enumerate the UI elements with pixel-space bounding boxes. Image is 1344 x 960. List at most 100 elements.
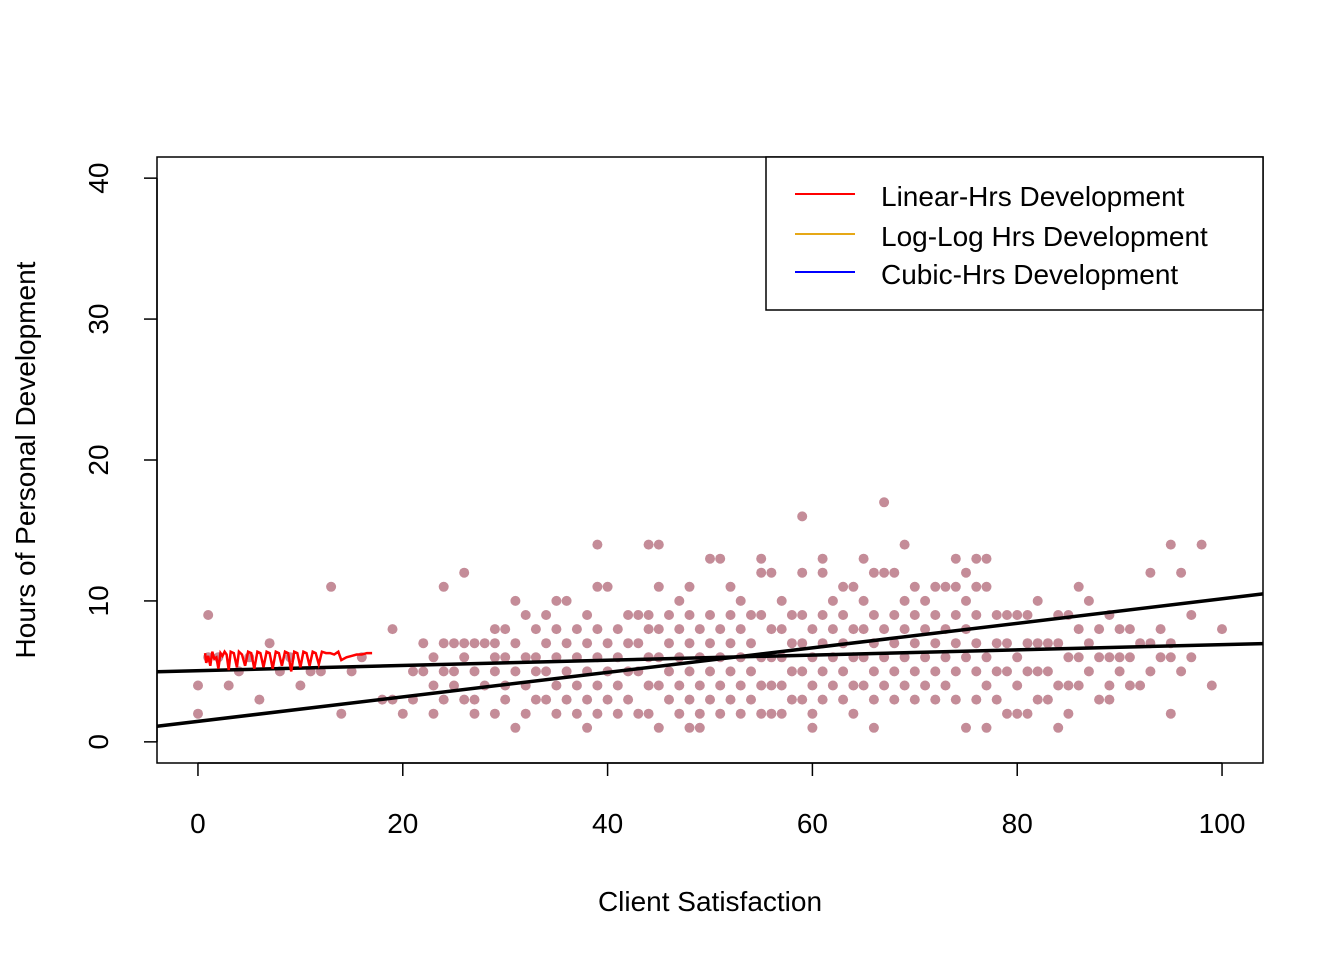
data-point [725,610,736,620]
data-point [469,694,480,705]
data-point [623,610,634,620]
data-point [786,666,797,677]
data-point [838,610,849,620]
data-point [653,581,664,592]
data-point [1022,708,1033,719]
data-point [940,581,951,592]
x-tick-label: 80 [1002,808,1033,839]
data-point [469,666,480,677]
data-point [551,708,562,719]
data-point [551,680,562,691]
data-point [346,666,357,677]
data-point [776,624,787,635]
data-point [551,595,562,606]
data-point [203,610,214,620]
data-point [1145,666,1156,677]
data-point [879,497,890,508]
data-point [735,624,746,635]
data-point [428,708,439,719]
data-point [633,610,644,620]
data-point [612,624,623,635]
data-point [868,567,879,578]
data-point [991,666,1002,677]
data-point [223,680,234,691]
data-point [438,638,449,649]
data-point [746,666,756,677]
data-point [725,666,736,677]
data-point [817,567,828,578]
data-point [766,708,777,719]
data-point [1124,680,1135,691]
data-point [438,694,449,705]
data-point [868,610,879,620]
data-point [418,638,429,649]
data-point [633,708,644,719]
data-point [428,680,439,691]
data-point [991,610,1002,620]
data-point [817,666,828,677]
data-point [807,624,818,635]
data-point [766,680,777,691]
data-point [1083,638,1094,649]
data-point [838,694,849,705]
data-point [889,638,900,649]
data-point [1073,680,1084,691]
data-point [848,708,859,719]
data-point [489,666,500,677]
data-point [510,722,521,733]
data-point [705,638,715,649]
data-point [489,638,500,649]
series-line-linear-hrs [203,649,373,672]
data-point [1042,694,1053,705]
data-point [715,680,726,691]
data-point [848,581,859,592]
y-axis-label: Hours of Personal Development [10,261,41,658]
data-point [807,708,818,719]
data-point [684,638,695,649]
data-point [664,638,674,649]
data-point [541,610,552,620]
data-point [735,680,746,691]
data-point [489,652,500,663]
data-point [264,638,275,649]
data-point [459,638,470,649]
data-point [950,610,961,620]
data-point [838,666,849,677]
data-point [520,708,531,719]
data-point [1196,539,1207,550]
data-point [643,539,654,550]
data-point [643,610,654,620]
data-point [715,553,726,564]
data-point [612,680,623,691]
data-point [797,666,808,677]
data-point [1032,694,1043,705]
data-point [1165,539,1176,550]
data-point [879,680,890,691]
data-point [961,567,971,578]
data-point [561,595,572,606]
data-point [735,595,746,606]
data-point [950,666,961,677]
data-point [930,694,941,705]
data-point [827,680,838,691]
x-tick-label: 60 [797,808,828,839]
data-point [1002,610,1012,620]
data-point [571,708,582,719]
data-point [930,581,941,592]
data-point [725,581,736,592]
data-point [1073,624,1084,635]
data-point [418,666,429,677]
data-point [899,595,910,606]
data-point [868,722,879,733]
data-point [879,567,890,578]
data-point [817,610,828,620]
data-point [950,638,961,649]
data-point [592,624,603,635]
x-tick-label: 100 [1199,808,1246,839]
data-point [1104,680,1115,691]
data-point [582,610,593,620]
data-point [612,708,623,719]
data-point [899,624,910,635]
y-tick-label: 0 [83,734,114,750]
data-point [459,567,470,578]
